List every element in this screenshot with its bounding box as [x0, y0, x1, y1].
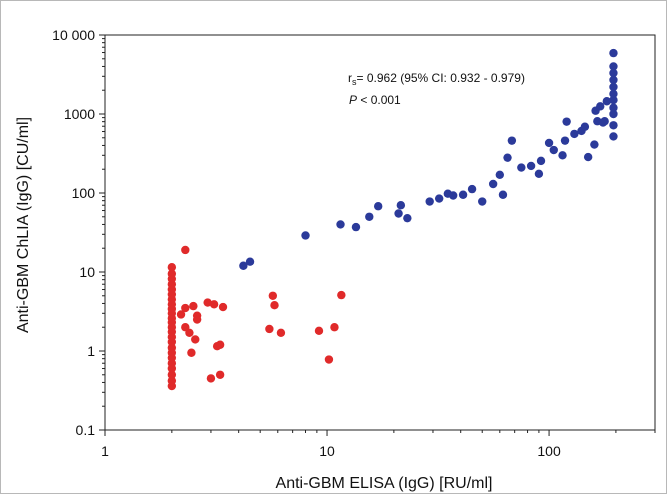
data-point — [609, 109, 618, 119]
tick-labels: 1 10 100 0.1 1 10 100 1000 10 000 — [52, 27, 561, 459]
data-point — [215, 340, 225, 349]
data-point — [590, 140, 599, 149]
data-point — [215, 370, 225, 379]
data-point — [167, 269, 177, 278]
data-point — [268, 291, 278, 300]
data-point — [544, 138, 554, 148]
data-point — [609, 62, 618, 71]
data-point — [583, 152, 593, 162]
x-axis-label: Anti-GBM ELISA (IgG) [RU/ml] — [276, 475, 493, 492]
data-point — [488, 179, 498, 189]
plot-area-border — [104, 34, 656, 431]
data-point — [189, 301, 198, 311]
data-point — [458, 190, 468, 199]
data-point — [167, 376, 177, 385]
data-point — [609, 68, 618, 78]
data-point — [396, 201, 406, 210]
data-point — [503, 153, 512, 162]
data-point — [609, 121, 618, 130]
data-point — [192, 315, 202, 324]
data-point — [434, 194, 444, 203]
data-point — [167, 263, 177, 272]
data-point — [558, 151, 567, 160]
data-point — [580, 122, 590, 131]
data-point — [206, 374, 216, 383]
x-tick-label: 100 — [537, 443, 561, 459]
data-point — [245, 257, 255, 266]
data-point — [187, 348, 196, 357]
y-tick-label: 1 — [87, 343, 95, 359]
y-tick-label: 0.1 — [76, 422, 96, 438]
p-value-annotation: P < 0.001 — [349, 93, 401, 107]
data-point — [609, 95, 618, 105]
data-point — [448, 191, 458, 200]
data-point — [609, 89, 618, 99]
data-point — [181, 245, 190, 255]
data-point — [176, 310, 186, 319]
data-point — [185, 328, 194, 337]
data-point — [181, 303, 190, 313]
rs-symbol: r — [348, 71, 352, 85]
data-point — [600, 117, 609, 126]
rs-value: = 0.962 (95% CI: 0.932 - 0.979) — [357, 71, 525, 85]
data-point — [609, 103, 618, 112]
data-point — [394, 209, 403, 218]
data-point — [336, 220, 345, 229]
data-point — [301, 231, 310, 240]
data-point — [560, 136, 570, 145]
data-point — [536, 156, 546, 166]
data-point — [498, 190, 508, 199]
data-point — [609, 75, 618, 85]
data-point — [526, 161, 536, 171]
data-point — [549, 145, 558, 155]
data-point — [314, 326, 324, 336]
x-tick-label: 10 — [319, 443, 335, 459]
y-axis-label: Anti-GBM ChLIA (IgG) [CU/ml] — [15, 117, 32, 333]
plot-axes — [99, 34, 656, 436]
data-point — [337, 290, 346, 300]
data-point — [203, 298, 212, 307]
data-point — [467, 184, 477, 194]
data-point — [507, 136, 517, 145]
data-point — [425, 197, 434, 206]
data-point — [351, 222, 361, 232]
data-point — [562, 117, 571, 126]
data-point — [609, 48, 618, 58]
data-point — [570, 129, 579, 139]
data-point — [602, 97, 612, 106]
data-point — [276, 328, 286, 337]
data-point — [265, 324, 274, 334]
data-point — [534, 169, 544, 178]
correlation-annotation: rs= 0.962 (95% CI: 0.932 - 0.979) — [348, 71, 525, 87]
data-point — [365, 212, 374, 221]
p-symbol: P — [349, 93, 357, 107]
data-point — [209, 300, 219, 309]
y-tick-label: 10 — [79, 264, 95, 280]
data-point — [330, 323, 339, 332]
data-point — [609, 132, 618, 141]
data-point — [596, 102, 605, 111]
data-point — [373, 202, 383, 211]
data-point — [495, 170, 505, 179]
data-point — [517, 163, 526, 172]
data-point — [403, 213, 412, 223]
data-point — [324, 355, 334, 364]
data-point — [270, 300, 279, 310]
y-tick-label: 1000 — [64, 106, 95, 122]
y-tick-label: 100 — [72, 185, 96, 201]
data-point — [191, 335, 200, 344]
data-point — [478, 197, 487, 206]
rs-subscript: s — [352, 77, 357, 87]
p-value: < 0.001 — [357, 93, 401, 107]
data-point — [167, 370, 177, 379]
y-tick-label: 10 000 — [52, 27, 95, 43]
data-points — [167, 48, 618, 391]
data-point — [609, 82, 618, 92]
data-point — [218, 302, 228, 312]
data-point — [239, 261, 248, 270]
x-tick-label: 1 — [101, 443, 109, 459]
